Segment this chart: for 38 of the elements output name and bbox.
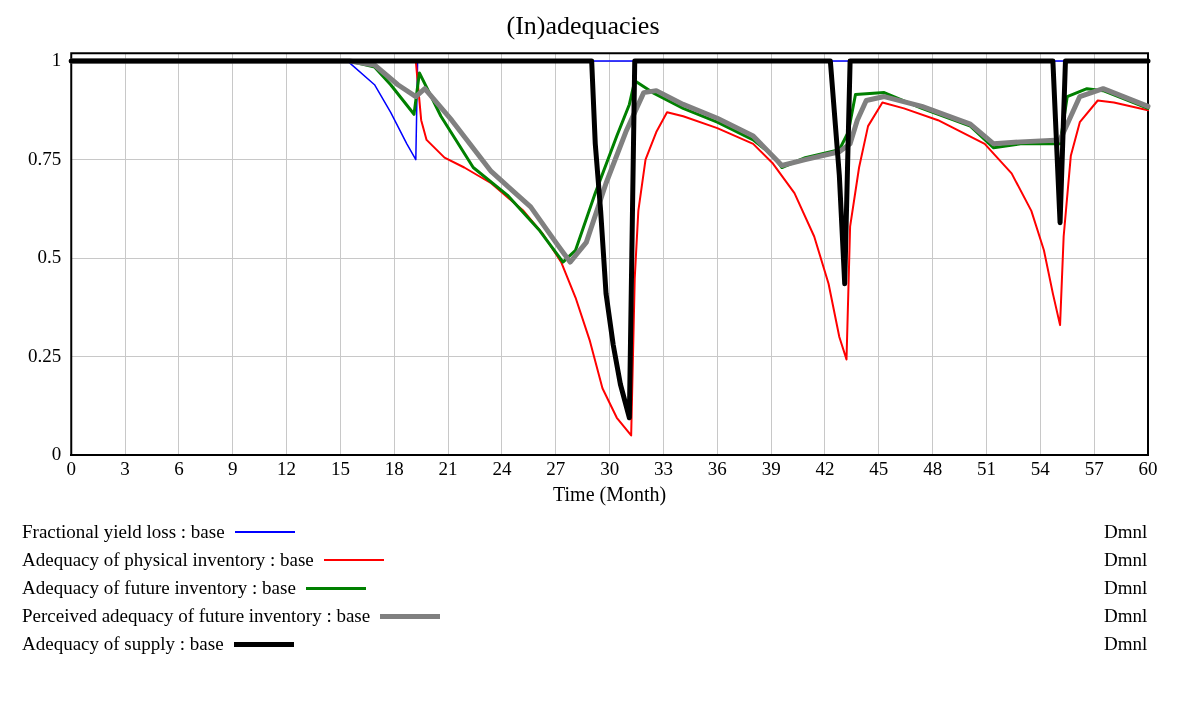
text: Dmnl	[1104, 633, 1148, 654]
y-tick-label: 0.75	[28, 147, 62, 169]
x-tick-label: 42	[815, 457, 835, 479]
x-tick-label: 15	[330, 457, 350, 479]
y-tick-label: 0.25	[28, 344, 62, 366]
x-tick-label: 3	[120, 457, 130, 479]
y-tick-label: 0.5	[37, 246, 62, 268]
x-tick-label: 9	[228, 457, 238, 479]
x-tick-label: 18	[384, 457, 404, 479]
x-tick-label: 24	[492, 457, 512, 479]
x-tick-label: 57	[1084, 457, 1104, 479]
legend-label: Fractional yield loss : base	[22, 521, 225, 543]
text: Dmnl	[1104, 549, 1148, 570]
x-tick-label: 6	[174, 457, 184, 479]
y-tick-label: 0	[51, 443, 62, 465]
text: Dmnl	[1104, 521, 1149, 543]
legend-label: Adequacy of future inventory : base	[22, 577, 296, 599]
y-tick-label: 1	[51, 49, 62, 71]
x-tick-label: 54	[1030, 457, 1051, 479]
x-tick-label: 12	[277, 457, 297, 479]
legend-label: Adequacy of physical inventory : base	[22, 549, 314, 571]
x-tick-label: 51	[976, 457, 996, 479]
chart-title: (In)adequacies	[506, 11, 660, 41]
x-tick-label: 48	[923, 457, 943, 479]
x-tick-label: 30	[600, 457, 620, 479]
x-tick-label: 27	[546, 457, 566, 479]
x-tick-label: 36	[707, 457, 727, 479]
text: Dmnl	[1104, 605, 1148, 626]
x-tick-label: 0	[66, 457, 76, 479]
x-tick-label: 33	[653, 457, 673, 479]
x-tick-label: 39	[761, 457, 781, 479]
text: Dmnl	[1104, 577, 1148, 598]
x-tick-label: 21	[438, 457, 458, 479]
legend-label: Adequacy of supply : base	[22, 633, 224, 655]
x-tick-label: 60	[1138, 457, 1158, 479]
x-axis-title: Time (Month)	[553, 483, 667, 507]
legend-label: Perceived adequacy of future inventory : base	[22, 605, 371, 627]
x-tick-label: 45	[869, 457, 889, 479]
